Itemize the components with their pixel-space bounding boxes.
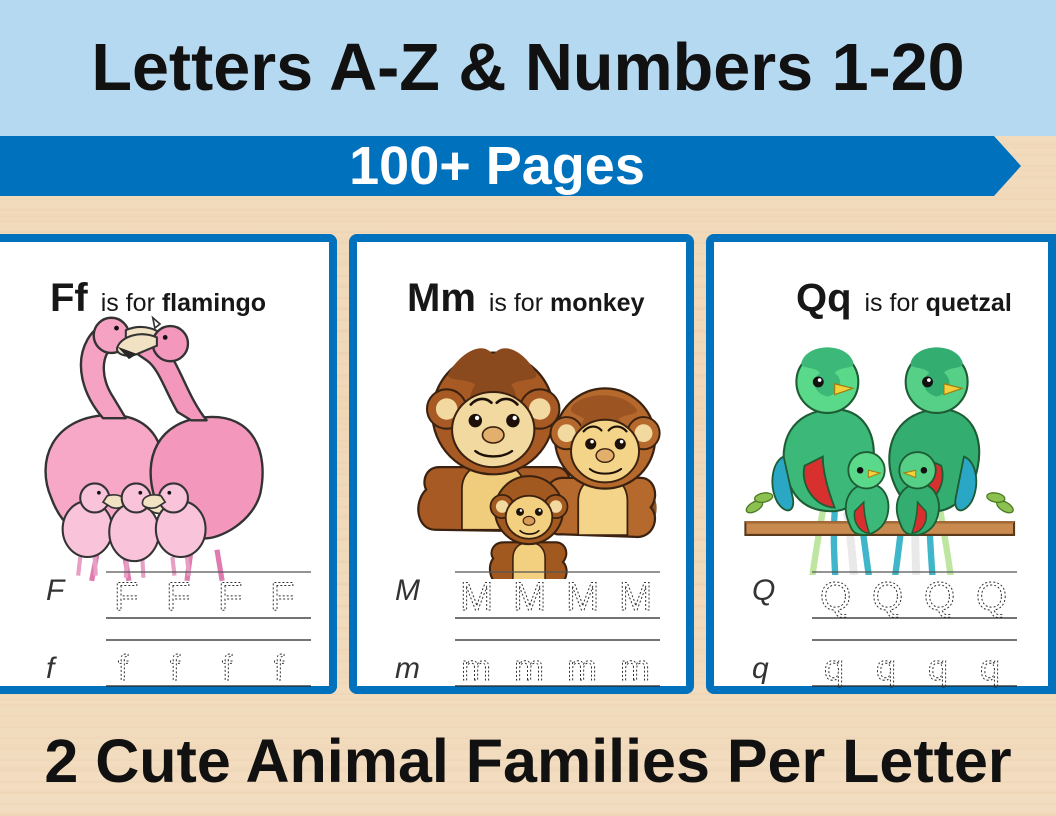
svg-text:Q: Q (820, 575, 851, 619)
svg-text:Q: Q (752, 574, 775, 607)
svg-text:m: m (514, 647, 544, 688)
svg-text:q: q (980, 647, 1000, 688)
svg-text:m: m (620, 647, 650, 688)
svg-text:Q: Q (976, 575, 1007, 619)
svg-text:Q: Q (924, 575, 955, 619)
svg-text:M: M (395, 574, 420, 607)
svg-text:F: F (46, 574, 66, 607)
svg-text:q: q (928, 647, 948, 688)
svg-text:F: F (270, 575, 294, 619)
svg-text:M: M (566, 575, 599, 619)
svg-text:M: M (619, 575, 652, 619)
svg-text:M: M (460, 575, 493, 619)
svg-text:q: q (752, 652, 769, 685)
svg-text:Q: Q (872, 575, 903, 619)
svg-text:F: F (218, 575, 242, 619)
svg-text:m: m (395, 652, 420, 685)
svg-text:q: q (824, 647, 844, 688)
svg-text:f: f (170, 647, 181, 688)
svg-text:q: q (876, 647, 896, 688)
svg-text:F: F (114, 575, 138, 619)
svg-text:F: F (166, 575, 190, 619)
svg-text:m: m (567, 647, 597, 688)
svg-text:M: M (513, 575, 546, 619)
svg-text:f: f (118, 647, 129, 688)
svg-text:f: f (274, 647, 285, 688)
svg-text:f: f (46, 652, 57, 685)
svg-text:m: m (461, 647, 491, 688)
svg-text:f: f (222, 647, 233, 688)
